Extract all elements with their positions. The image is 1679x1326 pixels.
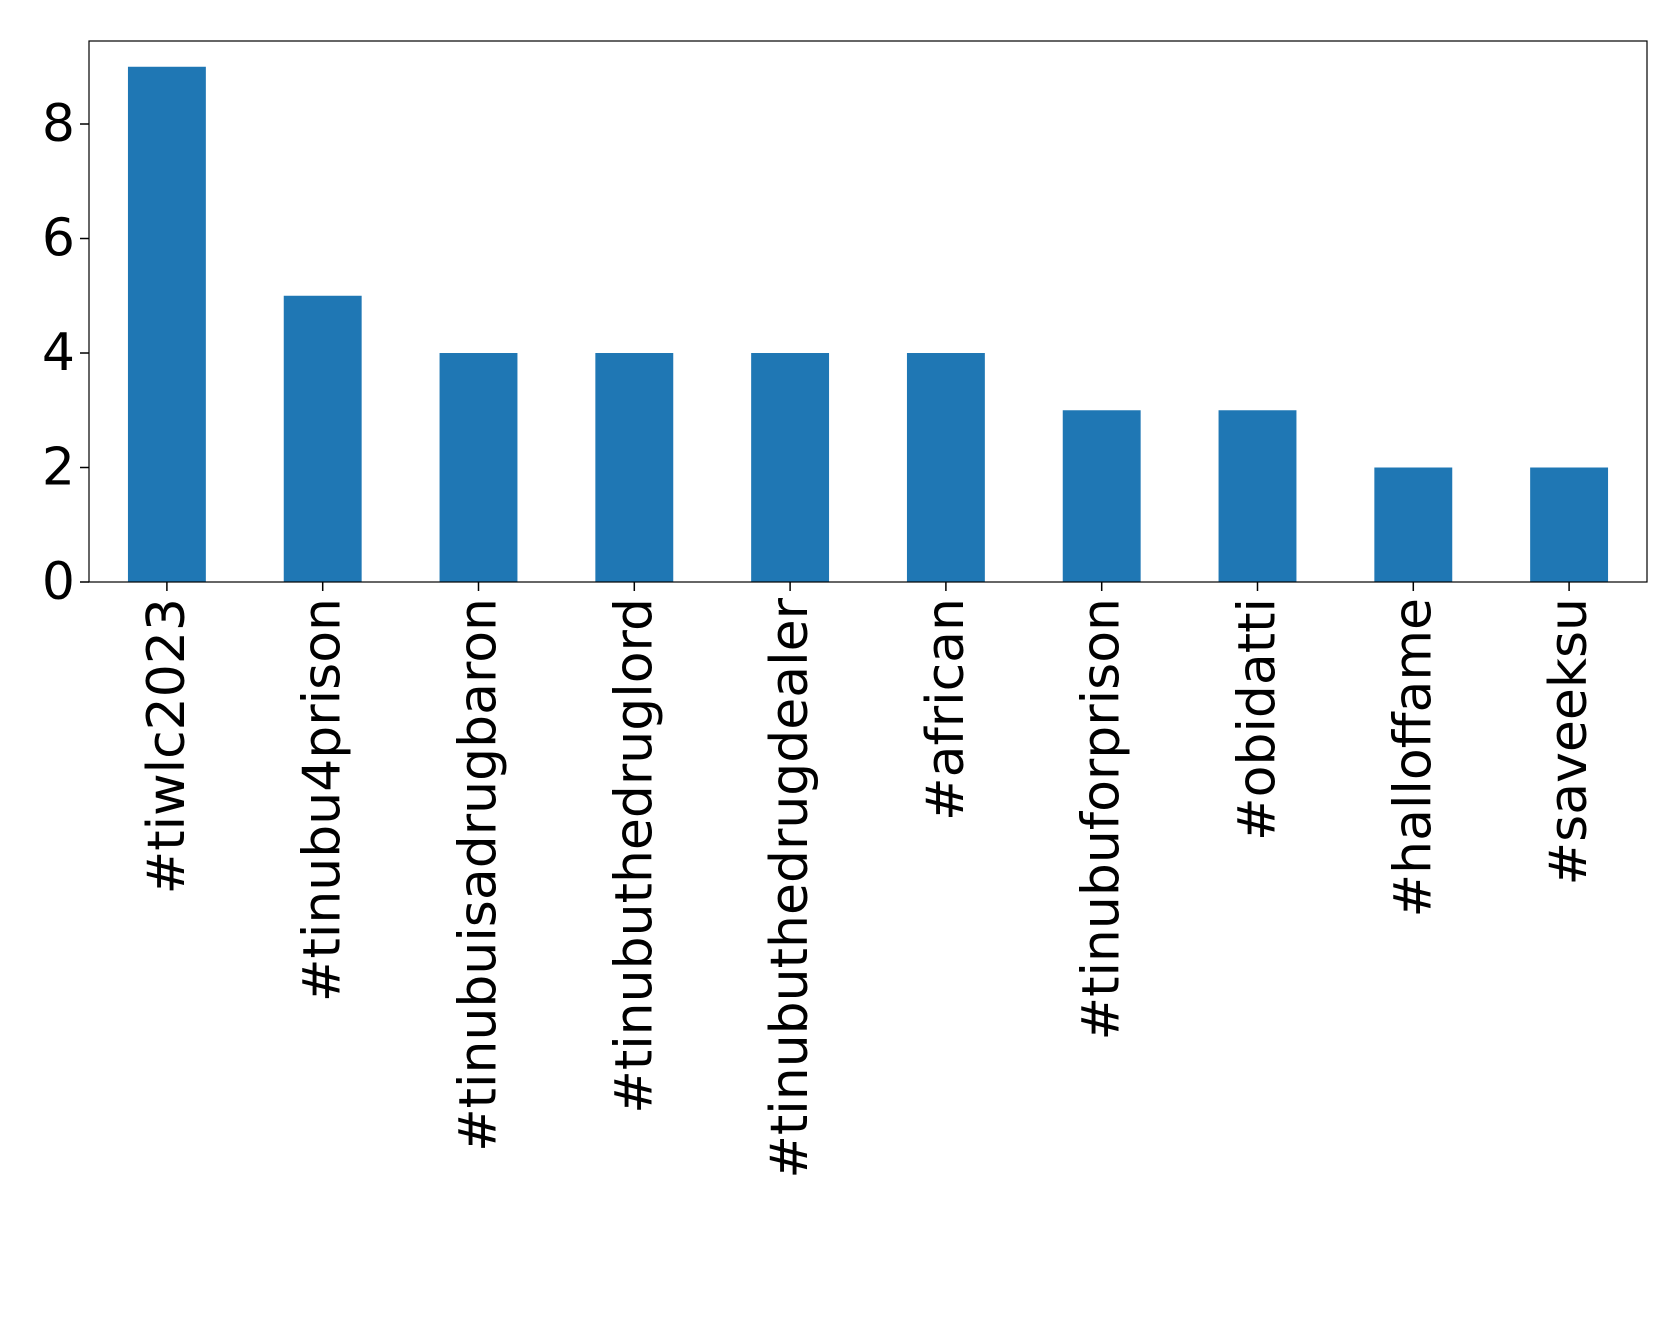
x-tick-label: #tinubuthedruglord: [604, 598, 664, 1114]
bar: [751, 353, 830, 582]
bar: [439, 353, 518, 582]
x-tick-label: #african: [916, 598, 976, 821]
y-tick-label: 8: [42, 94, 75, 154]
bar: [1218, 410, 1297, 582]
x-tick-label: #halloffame: [1383, 598, 1443, 917]
x-tick-label: #tinubuthedrugdealer: [760, 597, 820, 1178]
x-tick-label: #obidatti: [1228, 598, 1288, 841]
y-tick-label: 4: [42, 323, 75, 383]
bar: [595, 353, 674, 582]
x-tick-label: #tiwlc2023: [137, 598, 197, 894]
y-tick-label: 6: [42, 209, 75, 269]
bar: [1374, 467, 1453, 582]
plot-frame: [88, 40, 1648, 583]
bar: [1062, 410, 1141, 582]
x-tick-label: #saveeksu: [1539, 598, 1599, 885]
bar: [127, 66, 206, 582]
bar: [906, 353, 985, 582]
bar: [283, 295, 362, 582]
x-tick-label: #tinubuisadrugbaron: [449, 598, 509, 1152]
y-tick-label: 2: [42, 438, 75, 498]
y-tick-label: 0: [42, 552, 75, 612]
x-tick-label: #tinubuforprison: [1072, 598, 1132, 1040]
x-tick-label: #tinubu4prison: [293, 598, 353, 1002]
bar: [1530, 467, 1609, 582]
